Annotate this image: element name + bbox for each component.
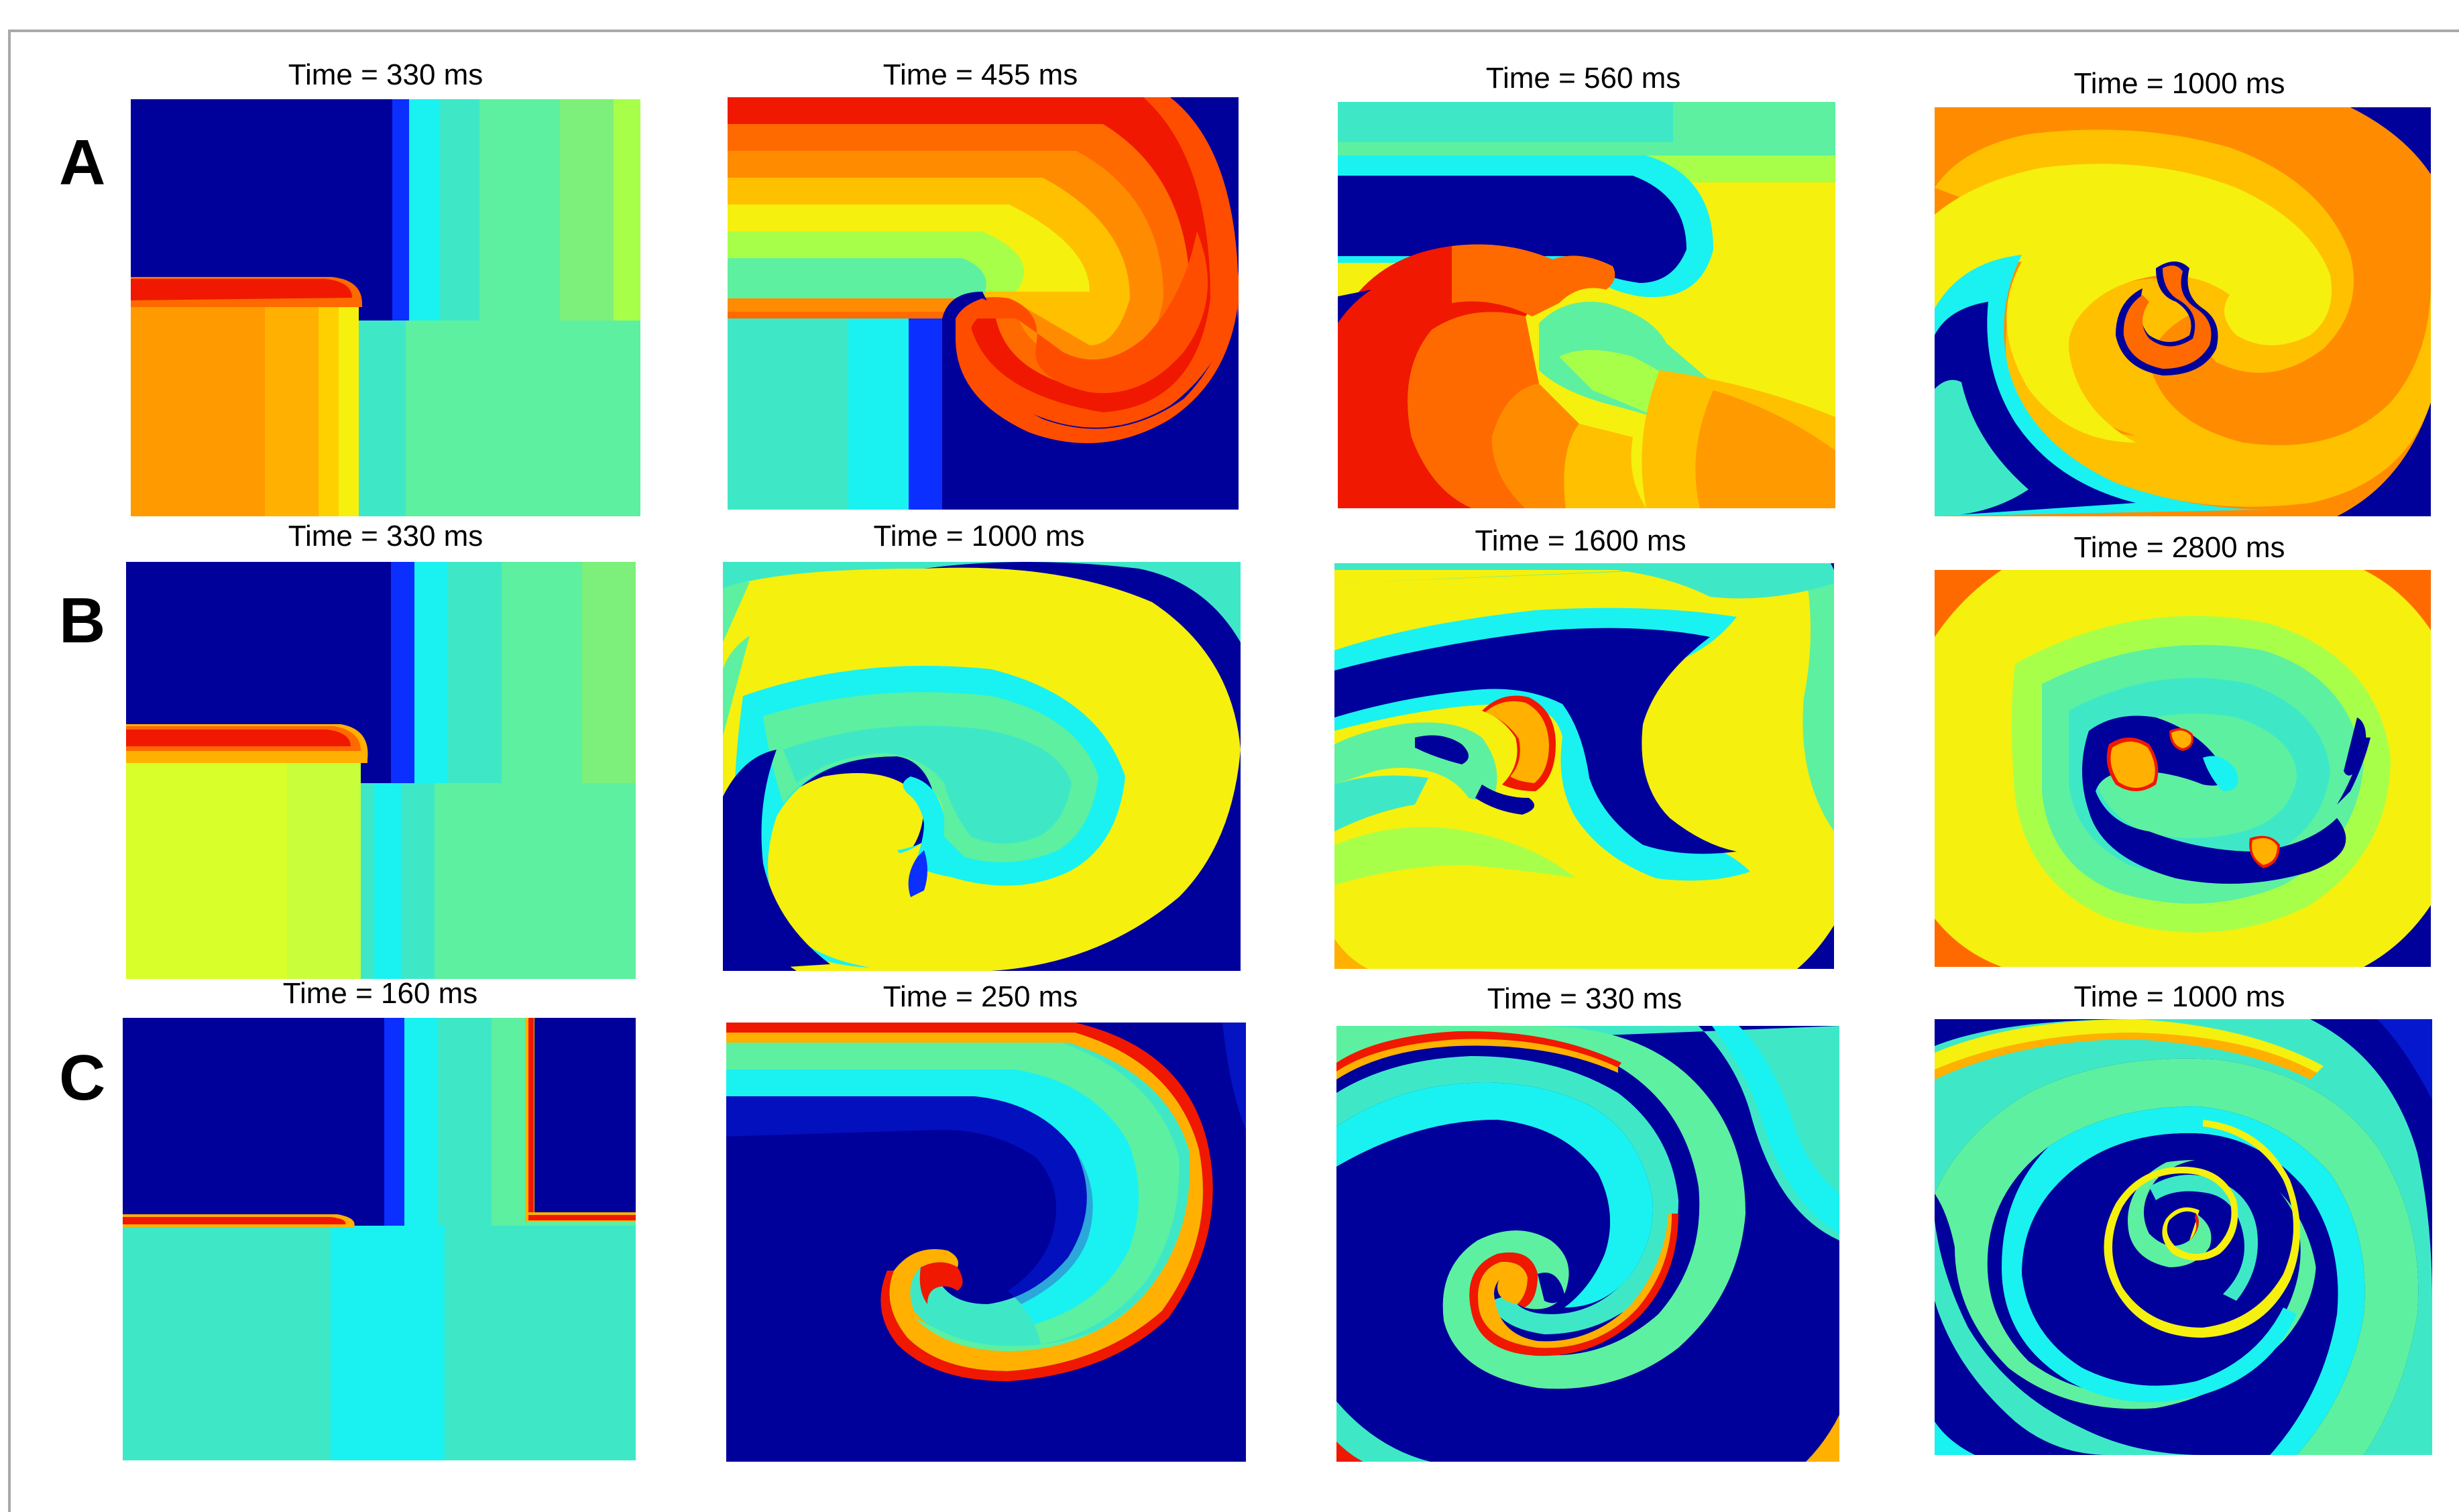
panel-title-c4: Time = 1000 ms [2073,980,2285,1013]
panel-c1-image [123,1018,636,1460]
row-label-a: A [59,127,106,198]
panel-c2-image [726,1023,1246,1462]
panel-title-b1: Time = 330 ms [288,520,483,553]
panel-c3-image [1336,1026,1839,1462]
panel-title-c2: Time = 250 ms [882,980,1078,1013]
panel-title-c1: Time = 160 ms [282,977,478,1010]
panel-b3-image [1334,563,1834,969]
panel-c4-image [1935,1019,2432,1455]
panel-title-a3: Time = 560 ms [1485,62,1681,95]
figure-frame [8,30,2459,1512]
panel-a4-image [1935,107,2431,516]
panel-a3-image [1338,102,1835,508]
panel-b1-image [126,562,636,979]
panel-title-b4: Time = 2800 ms [2073,531,2285,564]
panel-b4-image [1935,570,2431,967]
panel-a1-image [131,99,640,516]
panel-title-a1: Time = 330 ms [288,58,483,91]
panel-b2-image [723,562,1241,971]
panel-title-a2: Time = 455 ms [882,58,1078,91]
panel-a2-image [728,97,1239,510]
row-label-b: B [59,585,106,656]
row-label-c: C [59,1042,106,1114]
panel-title-b3: Time = 1600 ms [1475,524,1686,557]
panel-title-c3: Time = 330 ms [1487,982,1682,1015]
panel-title-b2: Time = 1000 ms [873,520,1085,553]
panel-title-a4: Time = 1000 ms [2073,67,2285,100]
